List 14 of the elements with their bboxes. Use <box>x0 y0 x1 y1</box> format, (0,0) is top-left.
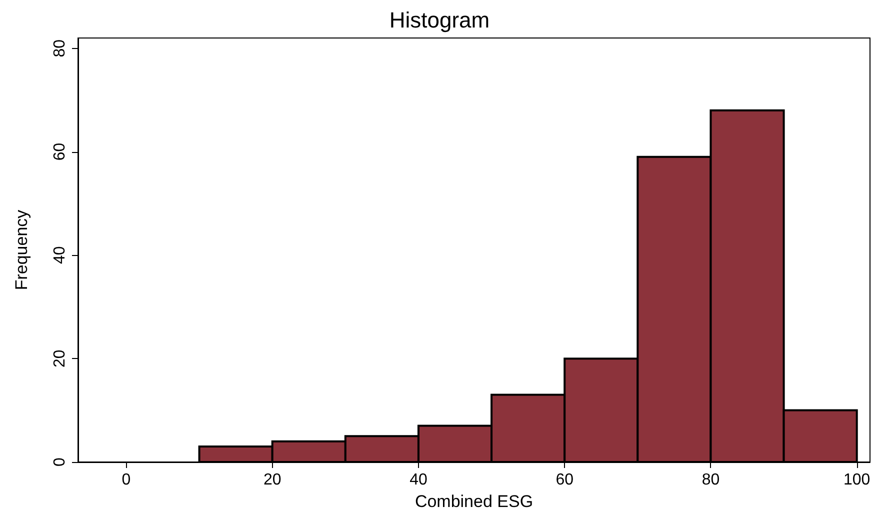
chart-title: Histogram <box>389 8 490 32</box>
x-axis-title: Combined ESG <box>414 492 534 511</box>
x-tick-label: 80 <box>702 472 720 488</box>
y-tick-label: 40 <box>52 246 68 264</box>
x-tick-label: 0 <box>122 472 131 488</box>
y-tick-label: 20 <box>52 350 68 368</box>
x-tick-label: 60 <box>556 472 574 488</box>
x-tick-label: 40 <box>410 472 428 488</box>
x-tick-label: 20 <box>263 472 282 488</box>
y-tick-label: 0 <box>52 457 68 466</box>
y-tick-label: 80 <box>52 39 68 58</box>
y-tick-label: 60 <box>52 142 68 161</box>
y-axis-title: Frequency <box>12 209 31 290</box>
x-tick-label: 100 <box>843 472 870 488</box>
